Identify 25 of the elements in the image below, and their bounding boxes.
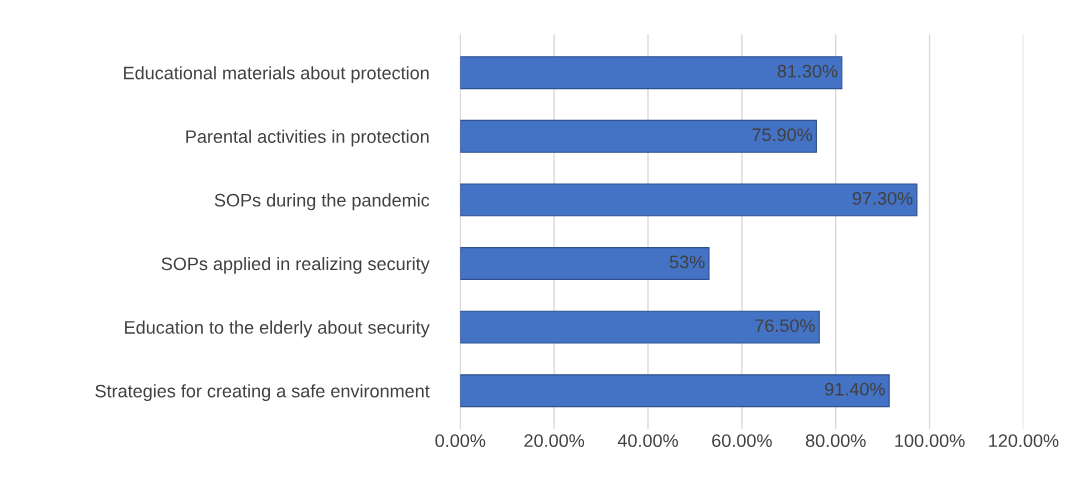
- x-tick-label: 100.00%: [895, 434, 965, 448]
- y-tick-label: Education to the elderly about security: [125, 320, 430, 338]
- data-label: 76.50%: [755, 319, 815, 332]
- bar: [460, 310, 820, 344]
- data-label: 75.90%: [752, 128, 813, 142]
- bar: [460, 247, 710, 280]
- data-label: 91.40%: [825, 382, 885, 396]
- bar: [460, 119, 818, 153]
- data-label: 53%: [669, 255, 705, 269]
- x-tick-label: 60.00%: [712, 434, 772, 448]
- bar: [460, 183, 918, 217]
- y-tick-label: Parental activities in protection: [186, 129, 429, 147]
- x-tick-label: 0.00%: [435, 434, 486, 448]
- data-label: 81.30%: [777, 64, 838, 78]
- x-tick-label: 80.00%: [805, 434, 866, 448]
- bar: [460, 56, 843, 90]
- x-tick-label: 20.00%: [524, 434, 585, 448]
- y-tick-label: SOPs during the pandemic: [214, 193, 430, 211]
- x-tick-label: 120.00%: [989, 434, 1059, 448]
- y-tick-label: Strategies for creating a safe environment: [95, 384, 430, 402]
- data-label: 97.30%: [852, 191, 913, 205]
- bar: [460, 374, 890, 408]
- y-tick-label: Educational materials about protection: [124, 66, 429, 83]
- x-tick-label: 40.00%: [617, 434, 678, 448]
- y-tick-label: SOPs applied in realizing security: [161, 256, 430, 274]
